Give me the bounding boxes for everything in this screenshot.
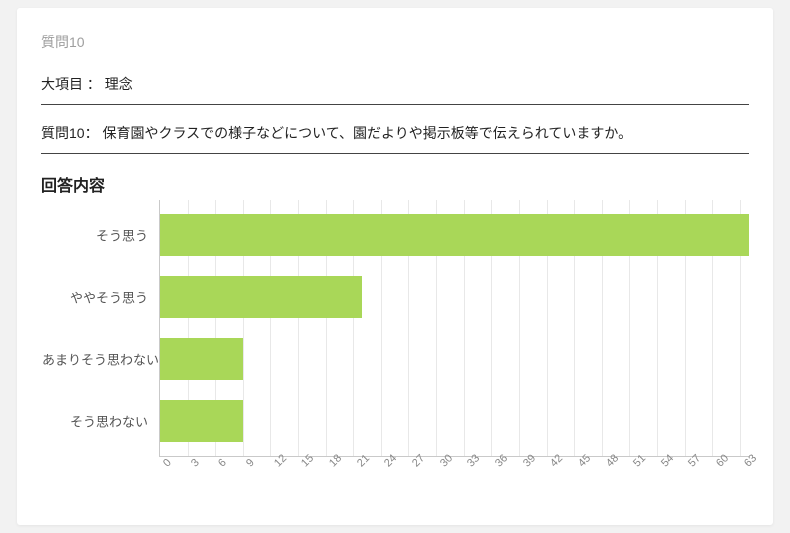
chart-y-label: ややそう思う: [42, 288, 160, 307]
question-line: 質問10： 保育園やクラスでの様子などについて、園だよりや掲示板等で伝えられてい…: [41, 123, 749, 154]
chart-bar: [160, 400, 243, 442]
answer-heading: 回答内容: [41, 172, 749, 196]
chart-x-tick: 0: [161, 457, 174, 470]
chart-x-axis: 0369121518212427303336394245485154576063: [159, 457, 749, 497]
chart-row: あまりそう思わない: [160, 338, 749, 380]
chart-bar: [160, 214, 749, 256]
chart-y-label: そう思わない: [42, 412, 160, 431]
chart-x-tick: 3: [189, 457, 202, 470]
question-card: 質問10 大項目 ： 理念 質問10： 保育園やクラスでの様子などについて、園だ…: [17, 8, 773, 525]
answers-bar-chart: そう思うややそう思うあまりそう思わないそう思わない 03691215182124…: [41, 200, 749, 497]
chart-plot: そう思うややそう思うあまりそう思わないそう思わない: [159, 200, 749, 457]
card-tag: 質問10: [41, 32, 749, 52]
chart-x-tick: 9: [244, 457, 257, 470]
chart-row: ややそう思う: [160, 276, 749, 318]
chart-y-label: あまりそう思わない: [42, 350, 160, 369]
chart-y-label: そう思う: [42, 226, 160, 245]
chart-x-tick: 6: [216, 457, 229, 470]
category-line: 大項目 ： 理念: [41, 74, 749, 105]
chart-bar: [160, 338, 243, 380]
chart-row: そう思わない: [160, 400, 749, 442]
chart-row: そう思う: [160, 214, 749, 256]
chart-bar: [160, 276, 362, 318]
